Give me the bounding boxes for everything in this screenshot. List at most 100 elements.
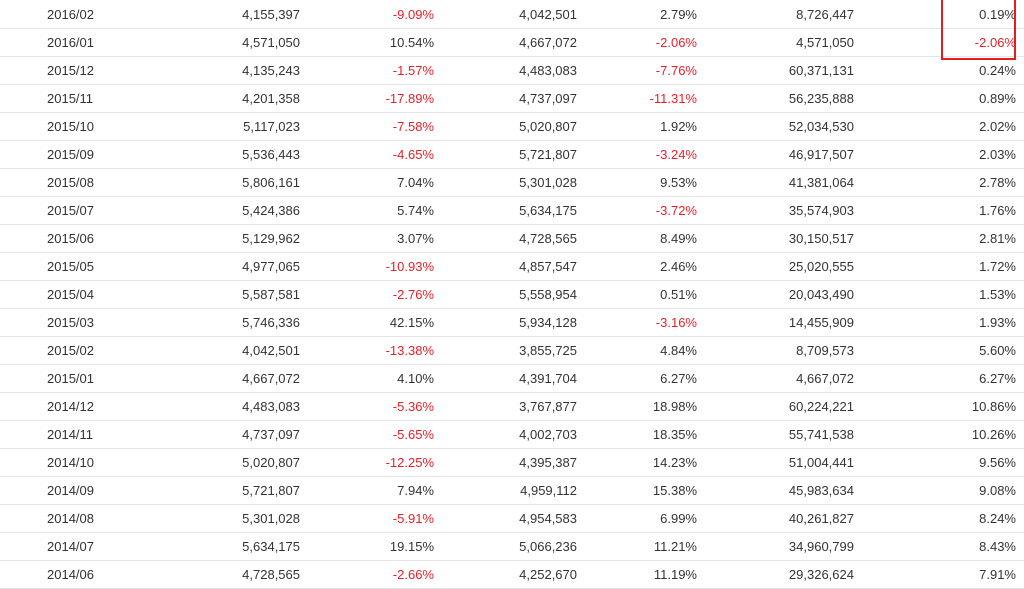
cell-c2: 4.10% <box>300 364 447 393</box>
cell-c2: -12.25% <box>300 448 447 477</box>
cell-c4: 18.98% <box>577 392 725 421</box>
cell-c5: 60,224,221 <box>725 392 870 421</box>
cell-month: 2015/09 <box>0 140 190 169</box>
cell-c4: -7.76% <box>577 56 725 85</box>
cell-c3: 5,934,128 <box>447 308 577 337</box>
table-row: 2015/05 4,977,065 -10.93% 4,857,547 2.46% 25,… <box>0 252 1024 281</box>
cell-c1: 5,634,175 <box>190 532 300 561</box>
cell-c5: 30,150,517 <box>725 224 870 253</box>
cell-c1: 4,728,565 <box>190 560 300 589</box>
cell-c2: -10.93% <box>300 252 447 281</box>
cell-c2: 3.07% <box>300 224 447 253</box>
cell-c5: 34,960,799 <box>725 532 870 561</box>
cell-c6: 10.86% <box>870 392 1024 421</box>
cell-month: 2015/11 <box>0 84 190 113</box>
cell-month: 2015/02 <box>0 336 190 365</box>
cell-c4: -3.72% <box>577 196 725 225</box>
cell-c2: 42.15% <box>300 308 447 337</box>
cell-c1: 5,721,807 <box>190 476 300 505</box>
cell-c6: 8.24% <box>870 504 1024 533</box>
cell-c2: 7.94% <box>300 476 447 505</box>
cell-c6: 2.03% <box>870 140 1024 169</box>
cell-month: 2015/07 <box>0 196 190 225</box>
cell-c2: -5.65% <box>300 420 447 449</box>
cell-c4: 9.53% <box>577 168 725 197</box>
cell-c2: -13.38% <box>300 336 447 365</box>
table-row: 2015/09 5,536,443 -4.65% 5,721,807 -3.24% 46,… <box>0 140 1024 169</box>
table-row: 2015/06 5,129,962 3.07% 4,728,565 8.49% 30,15… <box>0 224 1024 253</box>
cell-month: 2014/12 <box>0 392 190 421</box>
cell-c4: -2.06% <box>577 28 725 57</box>
cell-c3: 5,066,236 <box>447 532 577 561</box>
cell-c1: 4,135,243 <box>190 56 300 85</box>
cell-c5: 29,326,624 <box>725 560 870 589</box>
cell-c1: 4,201,358 <box>190 84 300 113</box>
cell-month: 2015/12 <box>0 56 190 85</box>
cell-c4: 6.99% <box>577 504 725 533</box>
table-row: 2014/06 4,728,565 -2.66% 4,252,670 11.19% 29,… <box>0 560 1024 589</box>
cell-month: 2015/05 <box>0 252 190 281</box>
cell-c2: -5.91% <box>300 504 447 533</box>
cell-c6: 9.08% <box>870 476 1024 505</box>
table-row: 2014/11 4,737,097 -5.65% 4,002,703 18.35% 55,… <box>0 420 1024 449</box>
cell-month: 2014/07 <box>0 532 190 561</box>
cell-month: 2015/10 <box>0 112 190 141</box>
cell-month: 2016/01 <box>0 28 190 57</box>
cell-month: 2015/04 <box>0 280 190 309</box>
cell-c1: 4,737,097 <box>190 420 300 449</box>
cell-c5: 14,455,909 <box>725 308 870 337</box>
cell-c1: 5,129,962 <box>190 224 300 253</box>
cell-c3: 4,959,112 <box>447 476 577 505</box>
cell-c1: 4,571,050 <box>190 28 300 57</box>
cell-c1: 4,155,397 <box>190 0 300 29</box>
cell-month: 2014/10 <box>0 448 190 477</box>
cell-c4: 11.19% <box>577 560 725 589</box>
cell-c1: 5,536,443 <box>190 140 300 169</box>
cell-c6: 1.93% <box>870 308 1024 337</box>
cell-month: 2014/11 <box>0 420 190 449</box>
cell-c3: 4,954,583 <box>447 504 577 533</box>
cell-c3: 4,737,097 <box>447 84 577 113</box>
cell-c5: 35,574,903 <box>725 196 870 225</box>
cell-c1: 5,746,336 <box>190 308 300 337</box>
table-row: 2015/03 5,746,336 42.15% 5,934,128 -3.16% 14,… <box>0 308 1024 337</box>
table-row: 2014/10 5,020,807 -12.25% 4,395,387 14.23% 51… <box>0 448 1024 477</box>
table-row: 2015/11 4,201,358 -17.89% 4,737,097 -11.31% 5… <box>0 84 1024 113</box>
cell-c4: -11.31% <box>577 84 725 113</box>
cell-c2: -4.65% <box>300 140 447 169</box>
cell-c1: 5,117,023 <box>190 112 300 141</box>
cell-c3: 5,558,954 <box>447 280 577 309</box>
cell-c1: 5,301,028 <box>190 504 300 533</box>
cell-c5: 8,709,573 <box>725 336 870 365</box>
cell-month: 2014/06 <box>0 560 190 589</box>
cell-c2: 10.54% <box>300 28 447 57</box>
cell-c1: 5,587,581 <box>190 280 300 309</box>
cell-c3: 4,395,387 <box>447 448 577 477</box>
table-row: 2014/08 5,301,028 -5.91% 4,954,583 6.99% 40,2… <box>0 504 1024 533</box>
cell-c1: 5,424,386 <box>190 196 300 225</box>
cell-c2: -2.66% <box>300 560 447 589</box>
cell-c3: 5,721,807 <box>447 140 577 169</box>
cell-c5: 60,371,131 <box>725 56 870 85</box>
cell-c5: 41,381,064 <box>725 168 870 197</box>
cell-c5: 52,034,530 <box>725 112 870 141</box>
cell-c2: -2.76% <box>300 280 447 309</box>
table-row: 2015/02 4,042,501 -13.38% 3,855,725 4.84% 8,7… <box>0 336 1024 365</box>
cell-c5: 55,741,538 <box>725 420 870 449</box>
cell-c6: 1.72% <box>870 252 1024 281</box>
cell-c3: 4,857,547 <box>447 252 577 281</box>
cell-c3: 5,020,807 <box>447 112 577 141</box>
cell-c6: 10.26% <box>870 420 1024 449</box>
cell-c4: 2.79% <box>577 0 725 29</box>
cell-c3: 3,855,725 <box>447 336 577 365</box>
cell-c4: 1.92% <box>577 112 725 141</box>
cell-c6: 7.91% <box>870 560 1024 589</box>
table-row: 2015/01 4,667,072 4.10% 4,391,704 6.27% 4,667… <box>0 364 1024 393</box>
cell-c5: 8,726,447 <box>725 0 870 29</box>
cell-c6: 2.78% <box>870 168 1024 197</box>
cell-c5: 51,004,441 <box>725 448 870 477</box>
cell-c6: 1.76% <box>870 196 1024 225</box>
cell-month: 2014/08 <box>0 504 190 533</box>
